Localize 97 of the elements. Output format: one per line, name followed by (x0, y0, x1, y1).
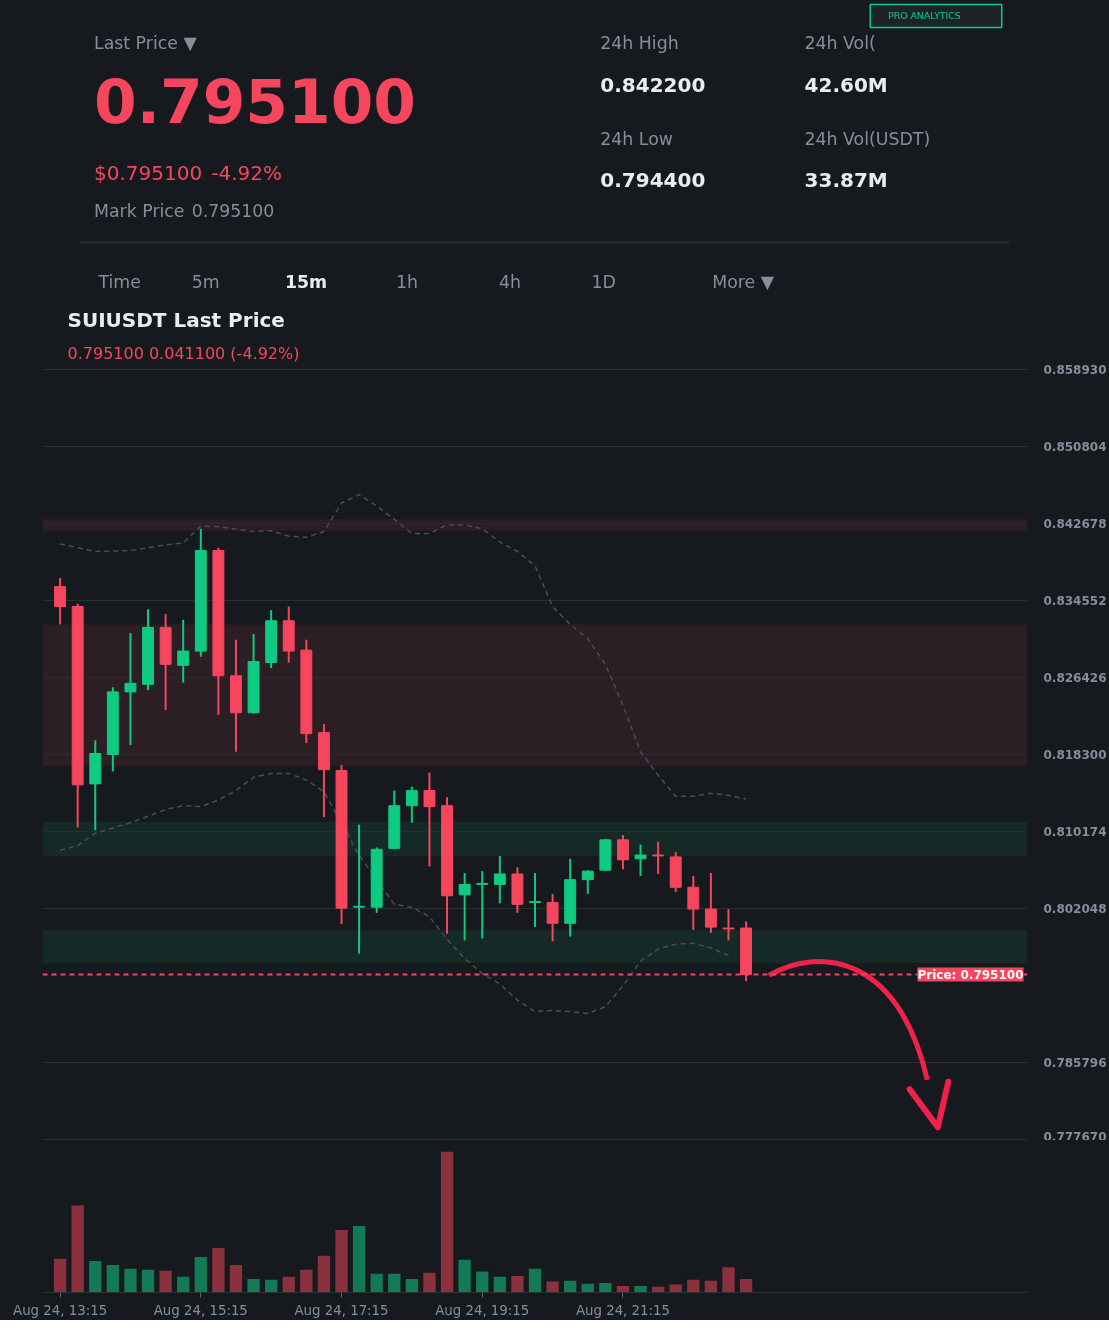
x-tick-label: Aug 24, 19:15 (435, 1302, 530, 1318)
bar (53, 1258, 67, 1293)
text: 0.795100 (191, 201, 275, 221)
bar (493, 1276, 506, 1293)
y-tick-label: 0.850804 (1043, 439, 1107, 454)
y-tick-label: 0.810174 (1043, 825, 1107, 840)
candlestick (581, 869, 594, 895)
bar (599, 1282, 612, 1293)
x-tick-label: Aug 24, 15:15 (153, 1302, 248, 1318)
text: 4h (499, 271, 522, 292)
x-tick-label: Aug 24, 17:15 (294, 1302, 389, 1318)
text: Last Price ▼ (94, 32, 198, 53)
ref-line-label: Price: 0.795100 (917, 967, 1024, 982)
bar (89, 1260, 102, 1293)
text: 42.60M (804, 72, 888, 97)
bar (317, 1255, 331, 1293)
text: 24h Low (600, 128, 673, 149)
chart-title: SUIUSDT Last Price (67, 307, 285, 332)
bar (739, 1278, 753, 1293)
bar (335, 1230, 348, 1293)
bar (71, 1205, 84, 1293)
x-tick-label: Aug 24, 13:15 (13, 1302, 108, 1318)
text: More ▼ (712, 271, 775, 292)
candlestick (476, 870, 489, 940)
bar (528, 1268, 542, 1293)
bar (511, 1275, 524, 1293)
y-tick-label: 0.834552 (1043, 593, 1107, 608)
text: Mark Price (94, 200, 185, 221)
bar (546, 1281, 559, 1293)
bar (704, 1280, 718, 1293)
y-tick-label: 0.842678 (1043, 516, 1107, 531)
text: 0.842200 (600, 72, 706, 97)
text: -4.92% (211, 160, 283, 185)
candlestick (704, 872, 717, 934)
candlestick (405, 785, 418, 824)
text: 24h Vol( (804, 32, 876, 53)
chart-subtitle: 0.795100 0.041100 (-4.92%) (67, 343, 300, 363)
bar (722, 1267, 735, 1293)
candlestick (124, 632, 137, 746)
candlestick (54, 577, 67, 626)
candlestick (634, 843, 647, 877)
bar (564, 1280, 577, 1293)
bar (440, 1151, 454, 1293)
bar (405, 1278, 419, 1293)
candlestick (529, 872, 541, 929)
candlestick (546, 892, 559, 943)
y-tick-label: 0.785796 (1043, 1056, 1107, 1071)
bar (141, 1269, 155, 1293)
candlestick (458, 872, 471, 942)
text: 24h Vol(USDT) (804, 128, 931, 149)
text: $0.795100 (94, 160, 203, 185)
line-series (59, 772, 730, 1015)
bar (194, 1257, 207, 1293)
text: 5m (191, 271, 220, 292)
bar (370, 1273, 383, 1293)
x-tick-label: Aug 24, 21:15 (575, 1302, 670, 1318)
candlestick (722, 908, 735, 942)
bar (458, 1259, 471, 1293)
bar (177, 1276, 190, 1293)
bar (581, 1283, 594, 1293)
candlestick (616, 834, 629, 871)
y-tick-label: 0.826426 (1043, 670, 1107, 685)
bar (282, 1276, 295, 1293)
bar (476, 1271, 489, 1293)
bar (300, 1269, 313, 1293)
text: 33.87M (804, 167, 888, 192)
y-tick-label: 0.818300 (1043, 747, 1107, 762)
y-tick-label: 0.858930 (1043, 362, 1107, 377)
bar (423, 1272, 436, 1293)
candlestick (177, 618, 190, 684)
text: 1D (591, 271, 616, 292)
text: 0.795100 (94, 66, 417, 137)
y-tick-label: 0.802048 (1043, 902, 1107, 917)
candlestick (652, 840, 665, 875)
line-series (59, 493, 747, 800)
bar (247, 1278, 260, 1293)
text: 1h (396, 271, 419, 292)
bar (352, 1226, 366, 1293)
text: 24h High (600, 32, 679, 53)
text: Time (97, 271, 141, 292)
text: 0.794400 (600, 167, 706, 192)
bar (634, 1285, 647, 1293)
bar (159, 1270, 172, 1293)
y-tick-label: 0.777670 (1043, 1129, 1107, 1144)
bar (124, 1268, 137, 1293)
candlestick (687, 874, 700, 931)
candlestick (423, 771, 436, 868)
candlestick (493, 854, 506, 905)
bar (265, 1279, 278, 1293)
bar (106, 1264, 120, 1293)
bar (687, 1279, 700, 1293)
candlestick (353, 823, 366, 955)
text: 15m (284, 271, 328, 292)
bar (212, 1247, 225, 1293)
bar (388, 1273, 401, 1293)
text: PRO ANALYTICS (888, 10, 961, 21)
bar (229, 1264, 243, 1293)
